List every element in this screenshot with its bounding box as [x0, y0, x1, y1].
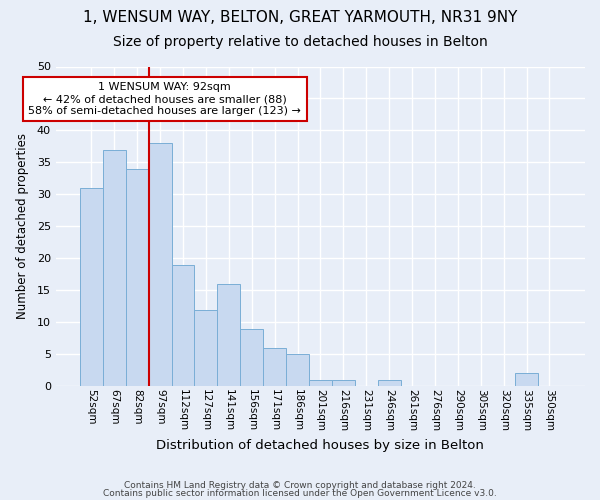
Text: 1 WENSUM WAY: 92sqm
← 42% of detached houses are smaller (88)
58% of semi-detach: 1 WENSUM WAY: 92sqm ← 42% of detached ho… — [28, 82, 301, 116]
Bar — [332, 380, 355, 386]
Bar — [263, 348, 286, 387]
Bar — [125, 169, 149, 386]
Bar — [240, 328, 263, 386]
Text: Contains HM Land Registry data © Crown copyright and database right 2024.: Contains HM Land Registry data © Crown c… — [124, 481, 476, 490]
Y-axis label: Number of detached properties: Number of detached properties — [16, 134, 29, 320]
Bar — [103, 150, 125, 386]
Bar — [309, 380, 332, 386]
Text: 1, WENSUM WAY, BELTON, GREAT YARMOUTH, NR31 9NY: 1, WENSUM WAY, BELTON, GREAT YARMOUTH, N… — [83, 10, 517, 25]
Bar — [515, 374, 538, 386]
Bar — [172, 265, 194, 386]
Text: Contains public sector information licensed under the Open Government Licence v3: Contains public sector information licen… — [103, 488, 497, 498]
Bar — [194, 310, 217, 386]
Bar — [149, 143, 172, 386]
Bar — [377, 380, 401, 386]
Bar — [286, 354, 309, 386]
Bar — [80, 188, 103, 386]
Bar — [217, 284, 240, 386]
Text: Size of property relative to detached houses in Belton: Size of property relative to detached ho… — [113, 35, 487, 49]
X-axis label: Distribution of detached houses by size in Belton: Distribution of detached houses by size … — [157, 440, 484, 452]
